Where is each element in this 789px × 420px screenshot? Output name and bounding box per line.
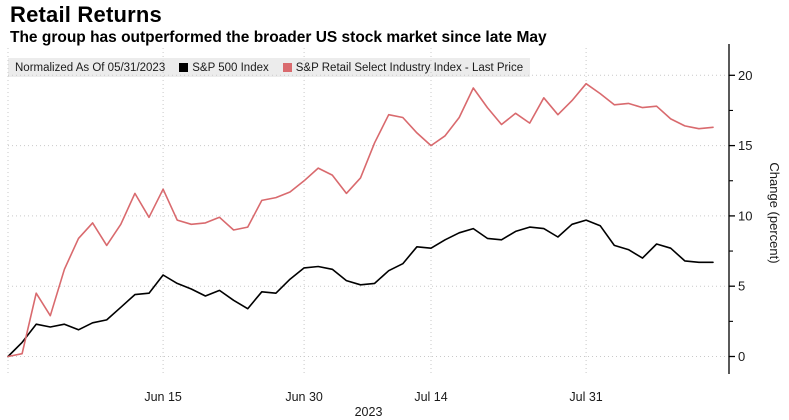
y-tick-label: 15 <box>738 138 752 153</box>
page-subtitle: The group has outperformed the broader U… <box>10 29 547 46</box>
y-tick-label: 5 <box>738 279 745 294</box>
y-tick-label: 0 <box>738 349 745 364</box>
legend-normalized-label: Normalized As Of 05/31/2023 <box>15 61 166 74</box>
retail-series-line <box>7 82 714 358</box>
sp500-swatch-icon <box>179 63 189 72</box>
legend-item-retail-label: S&P Retail Select Industry Index - Last … <box>295 61 524 74</box>
sp500-series-line <box>7 219 714 358</box>
legend-item-sp500-label: S&P 500 Index <box>192 61 269 74</box>
x-tick-label: Jun 15 <box>144 390 182 404</box>
x-tick-label: Jun 30 <box>285 390 323 404</box>
x-axis-year-label: 2023 <box>355 405 383 419</box>
y-axis-title: Change (percent) <box>767 162 782 263</box>
legend-item-retail: S&P Retail Select Industry Index - Last … <box>282 61 524 74</box>
legend: Normalized As Of 05/31/2023 S&P 500 Inde… <box>8 58 531 77</box>
retail-swatch-icon <box>282 63 292 72</box>
y-tick-label: 20 <box>738 68 752 83</box>
page-title: Retail Returns <box>10 2 162 27</box>
x-tick-label: Jul 14 <box>414 390 447 404</box>
legend-item-sp500: S&P 500 Index <box>179 62 269 74</box>
y-tick-label: 10 <box>738 208 752 223</box>
x-tick-label: Jul 31 <box>569 390 602 404</box>
